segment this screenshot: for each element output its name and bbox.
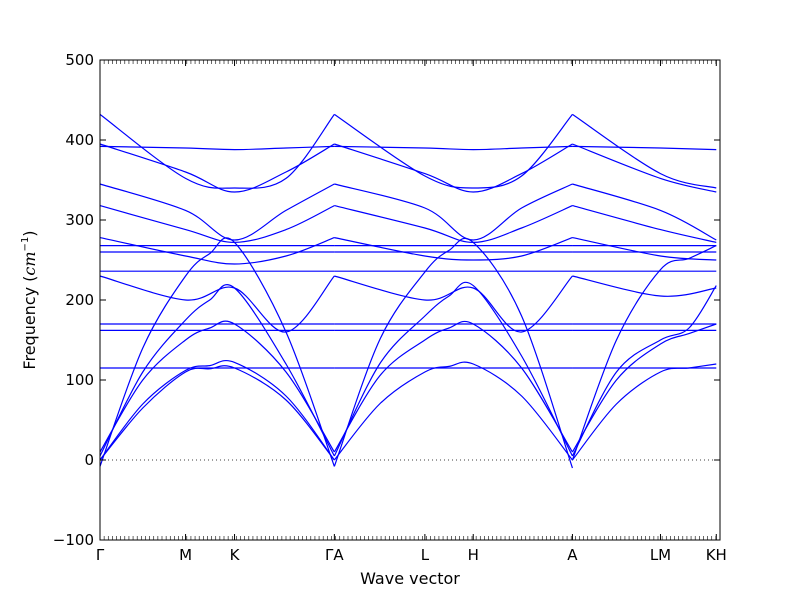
band-line-5: [99, 275, 335, 333]
x-minor-ticks: [99, 60, 721, 540]
band-line-11: [99, 145, 335, 151]
band-line-7: [99, 205, 335, 244]
band-line-9: [99, 113, 335, 189]
y-axis-label: Frequency (cm−1): [20, 230, 39, 369]
x-tick-label: M: [179, 546, 192, 564]
x-tick-label: L: [421, 546, 430, 564]
band-line-40: [572, 237, 717, 261]
band-line-0: [99, 237, 335, 467]
band-line-18: [333, 237, 574, 469]
x-tick-label: A: [567, 546, 578, 564]
band-line-43: [572, 113, 717, 189]
y-tick-label: 500: [65, 51, 94, 69]
x-axis-label: Wave vector: [360, 569, 460, 588]
y-tick-label: −100: [53, 531, 94, 549]
y-axis-label-close: ): [20, 230, 39, 236]
band-line-20: [333, 320, 573, 453]
band-line-35: [571, 245, 717, 461]
band-line-21: [333, 361, 573, 461]
x-tick-label: Γ: [96, 546, 105, 564]
y-ticks: −100 0 100 200 300 400 500: [53, 51, 720, 549]
y-tick-label: 0: [84, 451, 94, 469]
x-ticks: Γ M K ΓA L H A LM KH: [96, 60, 727, 564]
y-axis-label-unit: cm: [20, 251, 39, 275]
band-line-38: [571, 363, 717, 461]
x-tick-label: ΓA: [325, 546, 344, 564]
y-tick-label: 100: [65, 371, 94, 389]
y-tick-label: 300: [65, 211, 94, 229]
band-line-41: [572, 205, 717, 243]
band-line-22: [334, 275, 573, 333]
band-line-4: [99, 365, 335, 461]
band-line-39: [572, 275, 717, 297]
band-line-27: [334, 143, 573, 193]
x-tick-label: LM: [650, 546, 671, 564]
y-tick-label: 400: [65, 131, 94, 149]
band-line-8: [99, 183, 335, 241]
band-line-1: [99, 284, 335, 457]
band-line-45: [572, 145, 717, 151]
band-line-44: [572, 143, 717, 193]
band-line-42: [572, 183, 717, 241]
y-axis-label-exp: −1: [20, 237, 31, 252]
x-tick-label: K: [230, 546, 241, 564]
band-line-2: [99, 320, 335, 453]
y-axis-label-main: Frequency (: [20, 276, 39, 370]
band-line-28: [334, 145, 573, 151]
bands-layer: [99, 113, 717, 469]
y-tick-label: 200: [65, 291, 94, 309]
band-line-10: [99, 143, 335, 193]
x-tick-label: KH: [706, 546, 727, 564]
band-line-3: [99, 359, 335, 461]
band-line-25: [334, 183, 573, 241]
band-line-26: [334, 113, 573, 189]
x-tick-label: H: [468, 546, 479, 564]
band-line-24: [334, 205, 573, 244]
band-line-36: [571, 285, 717, 457]
